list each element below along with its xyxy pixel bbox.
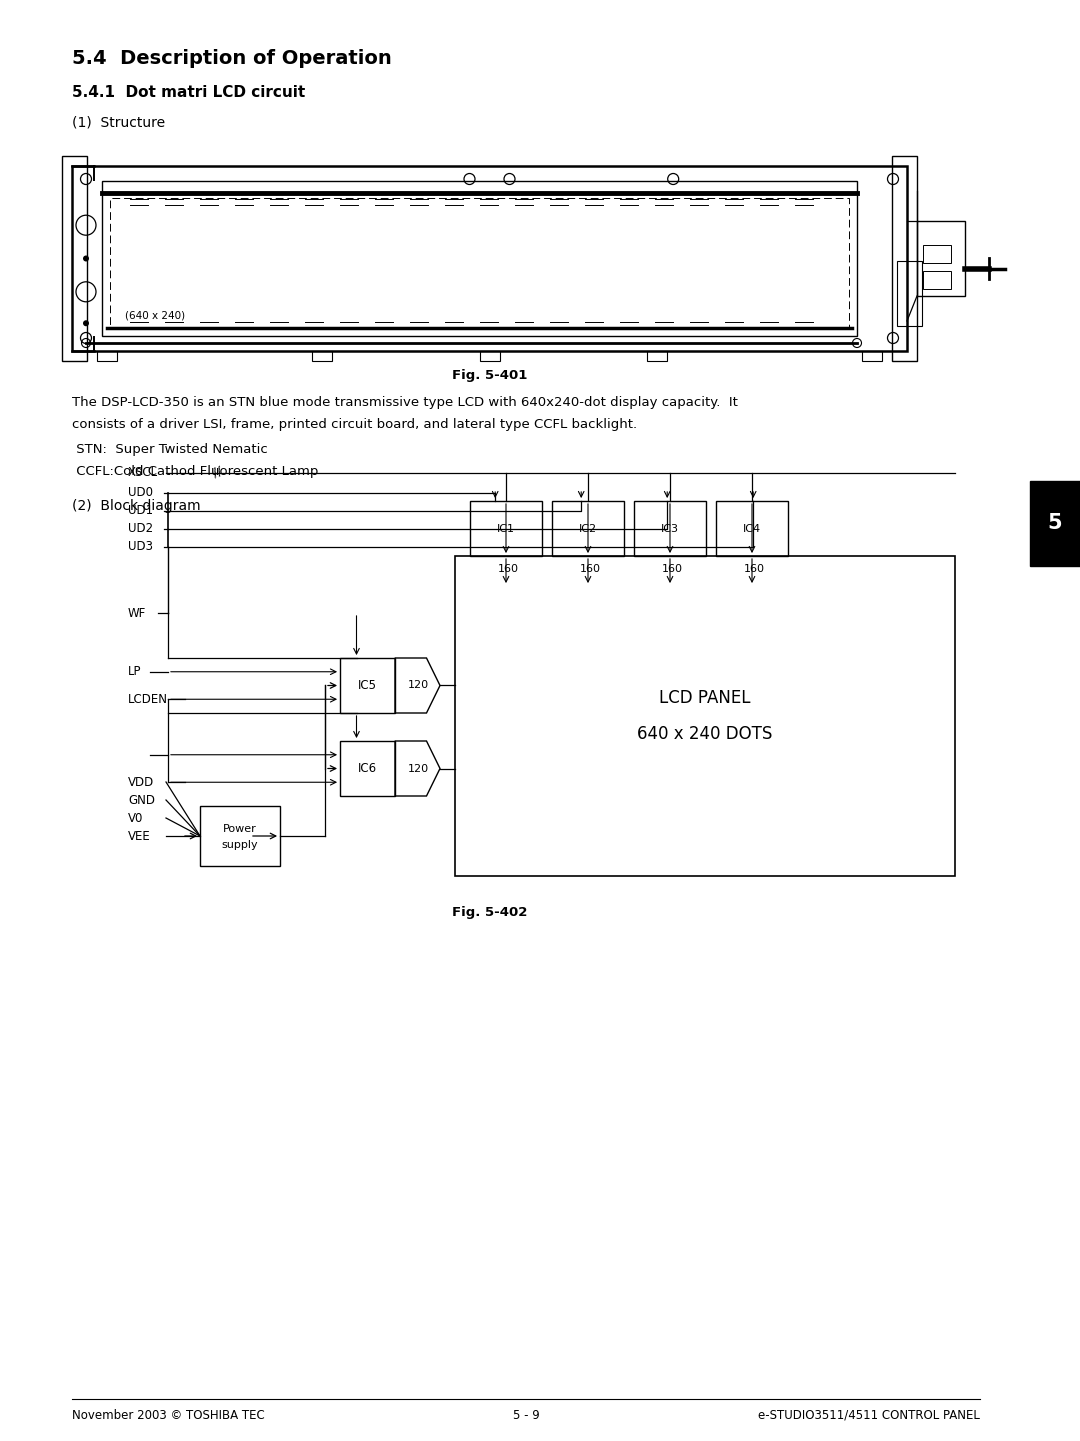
Circle shape [83, 255, 89, 261]
Text: //: // [211, 464, 224, 480]
Circle shape [83, 320, 89, 326]
Text: LP: LP [129, 666, 141, 679]
Text: WF: WF [129, 607, 146, 620]
Text: 160: 160 [743, 563, 765, 574]
Text: UD0: UD0 [129, 487, 153, 500]
Text: 5 - 9: 5 - 9 [513, 1409, 539, 1422]
Text: 640 x 240 DOTS: 640 x 240 DOTS [637, 725, 772, 744]
Text: (2)  Block diagram: (2) Block diagram [72, 499, 201, 513]
Text: (640 x 240): (640 x 240) [125, 310, 185, 320]
Text: UD3: UD3 [129, 540, 153, 553]
Text: UD2: UD2 [129, 523, 153, 536]
Bar [340, 659, 395, 713]
Text: The DSP-LCD-350 is an STN blue mode transmissive type LCD with 640x240-dot displ: The DSP-LCD-350 is an STN blue mode tran… [72, 396, 738, 409]
Text: IC4: IC4 [743, 523, 761, 533]
Bar [647, 352, 666, 362]
Bar [923, 271, 951, 290]
Text: (1)  Structure: (1) Structure [72, 115, 165, 130]
Text: GND: GND [129, 794, 156, 807]
Text: 160: 160 [661, 563, 683, 574]
Bar [312, 352, 333, 362]
Text: November 2003 © TOSHIBA TEC: November 2003 © TOSHIBA TEC [72, 1409, 265, 1422]
Text: 5: 5 [1048, 513, 1063, 533]
Text: IC3: IC3 [661, 523, 679, 533]
Text: Fig. 5-401: Fig. 5-401 [453, 369, 528, 382]
Text: 160: 160 [580, 563, 600, 574]
Text: Power: Power [224, 824, 257, 834]
Bar [892, 156, 917, 362]
Bar [634, 501, 706, 556]
Bar [455, 556, 955, 876]
Bar [72, 166, 907, 352]
Text: Fig. 5-402: Fig. 5-402 [453, 906, 528, 919]
Bar [897, 261, 922, 326]
Bar [917, 220, 966, 295]
Text: LCDEN: LCDEN [129, 693, 168, 706]
Bar [923, 245, 951, 264]
Text: consists of a driver LSI, frame, printed circuit board, and lateral type CCFL ba: consists of a driver LSI, frame, printed… [72, 418, 637, 431]
Text: IC1: IC1 [497, 523, 515, 533]
Bar [102, 182, 858, 336]
Text: UD1: UD1 [129, 504, 153, 517]
Text: 160: 160 [498, 563, 518, 574]
Bar [200, 806, 280, 866]
Text: STN:  Super Twisted Nematic: STN: Super Twisted Nematic [72, 442, 268, 455]
Bar [340, 741, 395, 795]
Text: e-STUDIO3511/4511 CONTROL PANEL: e-STUDIO3511/4511 CONTROL PANEL [758, 1409, 980, 1422]
Text: 5.4.1  Dot matri LCD circuit: 5.4.1 Dot matri LCD circuit [72, 85, 306, 99]
Bar [552, 501, 624, 556]
Text: IC5: IC5 [357, 679, 377, 692]
Text: 120: 120 [408, 680, 430, 690]
Bar [862, 352, 882, 362]
Text: IC2: IC2 [579, 523, 597, 533]
Bar [97, 352, 117, 362]
Text: V0: V0 [129, 811, 144, 824]
Text: supply: supply [221, 840, 258, 850]
Bar [470, 501, 542, 556]
Text: LCD PANEL: LCD PANEL [659, 689, 751, 708]
Text: IC6: IC6 [357, 762, 377, 775]
Bar [480, 352, 499, 362]
Text: VDD: VDD [129, 775, 154, 788]
Text: VEE: VEE [129, 830, 151, 843]
Text: CCFL:Cold Cathod Fluorescent Lamp: CCFL:Cold Cathod Fluorescent Lamp [72, 465, 319, 478]
Bar [716, 501, 788, 556]
Bar [62, 156, 87, 362]
Text: 5.4  Description of Operation: 5.4 Description of Operation [72, 49, 392, 68]
Bar [110, 197, 849, 329]
Bar [1030, 481, 1080, 566]
Text: 120: 120 [408, 764, 430, 774]
Text: XSCL: XSCL [129, 467, 158, 480]
